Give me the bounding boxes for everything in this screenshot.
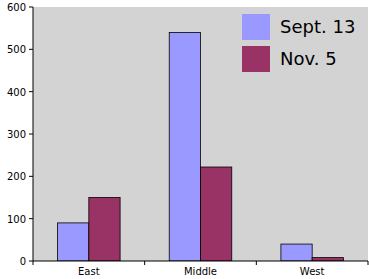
- y-tick-label: 100: [7, 214, 26, 225]
- x-tick-label: East: [78, 266, 100, 277]
- legend-label: Nov. 5: [280, 48, 337, 69]
- x-tick-label: Middle: [184, 266, 217, 277]
- x-category-separator: [368, 261, 369, 265]
- bar: [89, 198, 120, 262]
- bar: [312, 258, 343, 261]
- bar: [281, 244, 312, 261]
- bar: [58, 223, 89, 261]
- x-axis: [33, 261, 368, 262]
- x-tick-label: West: [300, 266, 325, 277]
- legend: Sept. 13 Nov. 5: [242, 14, 355, 72]
- y-tick-label: 600: [7, 2, 26, 13]
- chart-svg: 0 100 200 300 400 500 600 East Middle West Sept. 1…: [0, 0, 369, 279]
- bars: [58, 32, 344, 261]
- y-tick-label: 200: [7, 171, 26, 182]
- y-tick-label: 400: [7, 87, 26, 98]
- plot-background: [33, 7, 368, 261]
- legend-swatch: [242, 46, 270, 72]
- legend-label: Sept. 13: [280, 16, 355, 37]
- y-tick: [29, 261, 33, 262]
- y-tick: [29, 91, 33, 92]
- x-category-separator: [144, 261, 145, 265]
- y-tick: [29, 134, 33, 135]
- y-tick: [29, 218, 33, 219]
- y-tick: [29, 176, 33, 177]
- x-category-separator: [256, 261, 257, 265]
- bar: [169, 32, 200, 261]
- chart-container: 0 100 200 300 400 500 600 East Middle West Sept. 1…: [0, 0, 369, 279]
- y-tick: [29, 7, 33, 8]
- x-category-separator: [33, 261, 34, 265]
- bar: [201, 167, 232, 261]
- y-tick-label: 500: [7, 44, 26, 55]
- legend-swatch: [242, 14, 270, 40]
- y-tick-label: 300: [7, 129, 26, 140]
- y-tick-label: 0: [20, 256, 26, 267]
- y-tick: [29, 49, 33, 50]
